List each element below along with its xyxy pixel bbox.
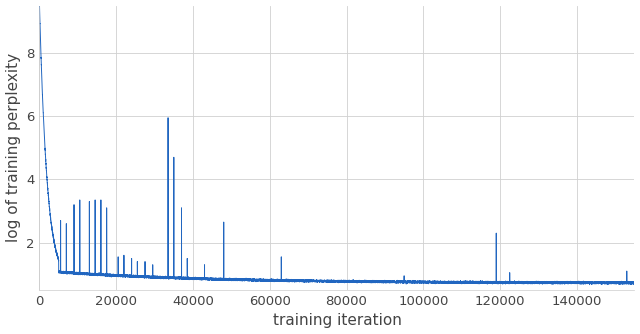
Y-axis label: log of training perplexity: log of training perplexity [6,53,20,242]
X-axis label: training iteration: training iteration [273,313,401,328]
